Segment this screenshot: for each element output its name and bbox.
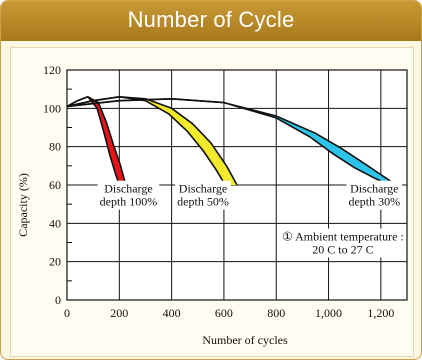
- y-tick-label: 60: [49, 178, 61, 192]
- annotation-text: Discharge depth 50%: [177, 182, 229, 209]
- series-band-0: [67, 96, 126, 185]
- annotation-text: Discharge depth 100%: [100, 182, 158, 209]
- annotation-text: Discharge depth 30%: [348, 182, 400, 209]
- annotation-line: depth 30%: [348, 195, 400, 209]
- y-axis-label: Capacity (%): [16, 173, 30, 237]
- annotation-2: Discharge depth 30%: [346, 180, 403, 210]
- x-tick-label: 800: [267, 306, 285, 320]
- annotation-bg: [280, 228, 406, 258]
- annotation-line: Discharge: [104, 182, 152, 196]
- card-title: Number of Cycle: [127, 7, 295, 32]
- card-header: Number of Cycle: [1, 1, 421, 41]
- plot-frame: 0 200 400 600 800 1,000 1,200 0 20 40 60 80 100 120 Nu…: [10, 47, 414, 357]
- x-tick-label: 600: [215, 306, 233, 320]
- annotation-1: Discharge depth 50%: [175, 180, 231, 210]
- x-tick-label: 200: [110, 306, 128, 320]
- series-lower-line-2: [66, 97, 390, 186]
- annotation-bg: [97, 180, 160, 210]
- x-tick-label: 400: [163, 306, 181, 320]
- y-tick-label: 0: [55, 293, 61, 307]
- ticks: 0 200 400 600 800 1,000 1,200 0 20 40 60 80 100 120 Nu…: [16, 63, 394, 347]
- y-tick-label: 120: [43, 63, 61, 77]
- x-tick-label: 0: [64, 306, 70, 320]
- x-tick-label: 1,200: [367, 306, 394, 320]
- series-lower-line-1: [66, 95, 226, 186]
- annotation-bg: [346, 180, 403, 210]
- annotation-line: Discharge: [179, 182, 227, 196]
- y-tick-label: 100: [43, 101, 61, 115]
- annotation-line: depth 50%: [177, 195, 229, 209]
- x-axis-label: Number of cycles: [202, 333, 288, 347]
- y-tick-label: 40: [49, 216, 61, 230]
- annotation-3: ① Ambient temperature :20 C to 27 C: [280, 228, 406, 258]
- x-tick-label: 1,000: [315, 306, 342, 320]
- annotation-text: ① Ambient temperature :20 C to 27 C: [282, 230, 404, 257]
- cycle-life-chart: 0 200 400 600 800 1,000 1,200 0 20 40 60 80 100 120 Nu…: [16, 63, 408, 347]
- annotation-bg: [175, 180, 231, 210]
- annotation-line: ① Ambient temperature :: [282, 230, 404, 244]
- series-lower-line-0: [66, 95, 121, 186]
- annotation-line: Discharge: [350, 182, 398, 196]
- series-group: [66, 95, 397, 186]
- annotation-0: Discharge depth 100%: [97, 180, 160, 210]
- y-tick-label: 20: [49, 255, 61, 269]
- y-tick-label: 80: [49, 140, 61, 154]
- annotations: Discharge depth 100%Discharge depth 50%Dis…: [97, 180, 406, 258]
- annotation-line: depth 100%: [100, 195, 158, 209]
- annotation-line: 20 C to 27 C: [312, 243, 373, 257]
